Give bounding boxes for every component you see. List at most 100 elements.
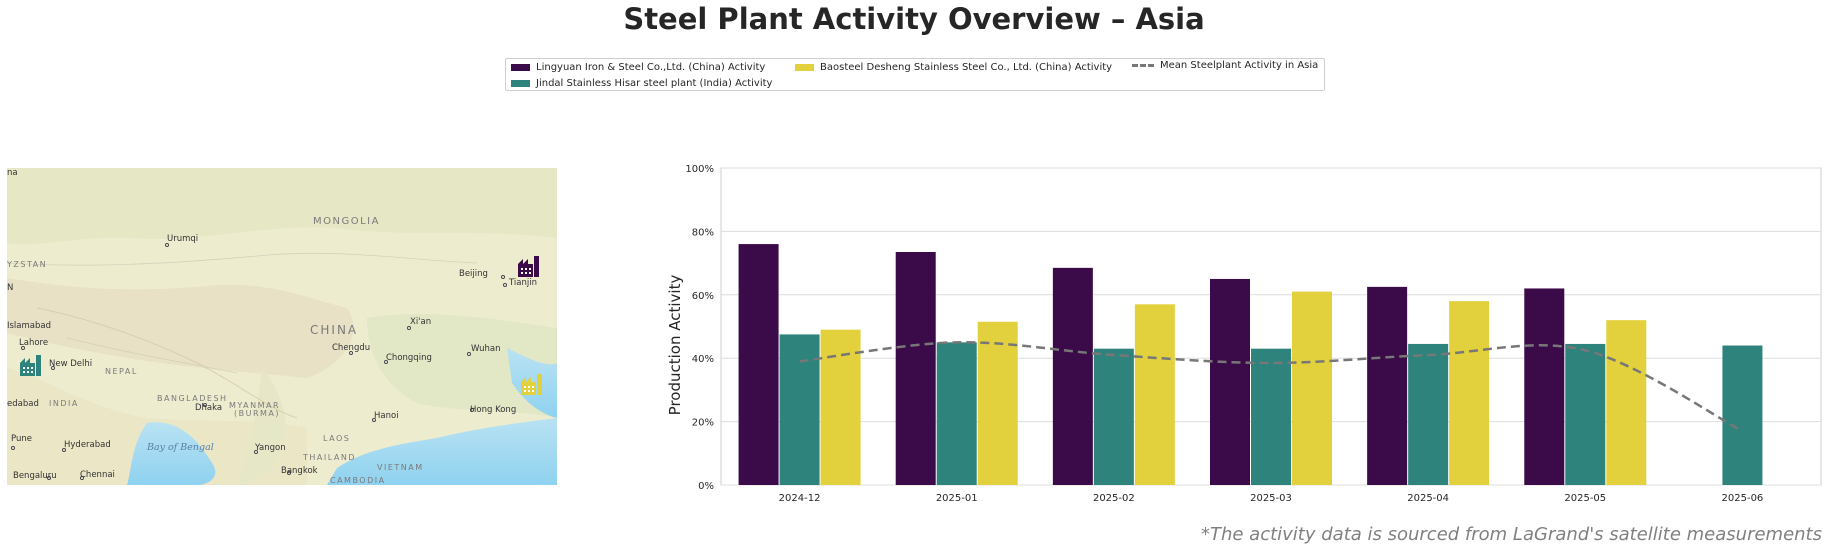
city-dot-pune	[11, 446, 15, 450]
city-dhaka: Dhaka	[195, 403, 223, 413]
city-lahore: Lahore	[19, 338, 49, 348]
mean-activity-line[interactable]	[799, 341, 1744, 433]
city-hong-kong: Hong Kong	[470, 405, 517, 415]
asia-map[interactable]: MONGOLIA CHINA NEPAL INDIA BANGLADESH MY…	[7, 168, 557, 485]
mean-line-group	[799, 341, 1744, 433]
bar-jindal[interactable]	[1408, 343, 1449, 485]
legend-item-mean: Mean Steelplant Activity in Asia	[1132, 60, 1318, 71]
city-hyderabad: Hyderabad	[64, 440, 111, 450]
bar-jindal[interactable]	[779, 334, 820, 485]
city-dot-dhaka	[203, 403, 207, 407]
bar-baosteel[interactable]	[1606, 320, 1647, 485]
city-dot-urumqi	[165, 243, 169, 247]
map-country-china: CHINA	[310, 323, 359, 337]
bar-jindal[interactable]	[1251, 348, 1291, 485]
city-pune: Pune	[11, 434, 32, 444]
legend-swatch-jindal	[511, 80, 530, 87]
x-tick-label: 2024-12	[779, 493, 821, 504]
legend-item-lingyuan: Lingyuan Iron & Steel Co.,Ltd. (China) A…	[511, 62, 765, 73]
bar-jindal[interactable]	[936, 342, 977, 485]
city-hanoi: Hanoi	[374, 411, 399, 421]
x-tick-label: 2025-05	[1564, 493, 1606, 504]
x-tick-label: 2025-02	[1093, 493, 1135, 504]
bar-lingyuan[interactable]	[1210, 278, 1250, 485]
bar-lingyuan[interactable]	[1367, 286, 1408, 485]
city-bangkok: Bangkok	[281, 466, 318, 476]
city-partial-top: na	[7, 168, 18, 178]
city-dot-new-delhi	[51, 366, 55, 370]
city-dot-hanoi	[372, 418, 376, 422]
x-tick-label: 2025-03	[1250, 493, 1292, 504]
x-tick-label: 2025-06	[1722, 493, 1764, 504]
city-new-delhi: New Delhi	[49, 359, 93, 369]
bar-jindal[interactable]	[1722, 345, 1763, 485]
y-tick-label: 80%	[692, 227, 714, 238]
city-dot-beijing	[501, 275, 505, 279]
city-dot-bengaluru	[47, 476, 51, 480]
city-dot-xian	[407, 326, 411, 330]
city-dot-wuhan	[467, 352, 471, 356]
city-beijing: Beijing	[459, 269, 488, 279]
city-dot-chennai	[80, 476, 84, 480]
map-country-vietnam: VIETNAM	[377, 463, 424, 472]
city-yangon: Yangon	[255, 443, 286, 453]
city-dot-tianjin	[503, 283, 507, 287]
bars	[738, 244, 1763, 485]
legend-item-jindal: Jindal Stainless Hisar steel plant (Indi…	[511, 78, 772, 89]
city-dot-hong-kong	[470, 408, 474, 412]
legend-swatch-baosteel	[795, 64, 814, 71]
factory-icon-lingyuan[interactable]	[517, 256, 541, 278]
legend-label-jindal: Jindal Stainless Hisar steel plant (Indi…	[536, 78, 773, 89]
bar-lingyuan[interactable]	[738, 244, 779, 485]
legend-label-baosteel: Baosteel Desheng Stainless Steel Co., Lt…	[820, 62, 1113, 73]
bar-lingyuan[interactable]	[1524, 288, 1565, 485]
map-terrain	[7, 168, 557, 485]
axes: 0% 20% 40% 60% 80% 100% 2024-12 2025-01 2025-02 2…	[685, 164, 1763, 504]
legend-label-lingyuan: Lingyuan Iron & Steel Co.,Ltd. (China) A…	[536, 62, 766, 73]
map-country-myanmar: MYANMAR	[229, 401, 281, 410]
y-tick-label: 100%	[685, 164, 714, 175]
bar-jindal[interactable]	[1093, 348, 1134, 485]
city-islamabad: Islamabad	[7, 321, 51, 331]
map-country-mongolia: MONGOLIA	[313, 216, 380, 227]
legend-label-mean: Mean Steelplant Activity in Asia	[1160, 60, 1319, 71]
bar-baosteel[interactable]	[820, 329, 861, 485]
x-tick-label: 2025-01	[936, 493, 978, 504]
city-chengdu: Chengdu	[332, 343, 371, 353]
legend-swatch-mean	[1132, 64, 1154, 67]
legend-swatch-lingyuan	[511, 64, 530, 71]
bar-baosteel[interactable]	[1449, 301, 1490, 485]
y-tick-label: 40%	[692, 354, 714, 365]
bar-baosteel[interactable]	[1292, 291, 1332, 485]
bar-lingyuan[interactable]	[1052, 267, 1093, 485]
chart-title: Steel Plant Activity Overview – Asia	[623, 2, 1205, 36]
map-country-cambodia: CAMBODIA	[330, 476, 386, 485]
bar-baosteel[interactable]	[1134, 304, 1175, 485]
map-country-burma: (BURMA)	[234, 409, 281, 418]
bar-jindal[interactable]	[1565, 343, 1606, 485]
sea-bay-of-bengal: Bay of Bengal	[147, 442, 214, 453]
y-axis-label: Production Activity	[666, 275, 684, 416]
city-dot-chengdu	[349, 351, 353, 355]
bar-lingyuan[interactable]	[895, 252, 936, 485]
city-chongqing: Chongqing	[386, 353, 432, 363]
city-ahmedabad: edabad	[7, 399, 39, 409]
bar-baosteel[interactable]	[977, 321, 1018, 485]
city-dot-yangon	[254, 450, 258, 454]
city-tianjin: Tianjin	[509, 278, 537, 288]
city-bengaluru: Bengaluru	[13, 471, 57, 481]
x-tick-label: 2025-04	[1407, 493, 1449, 504]
factory-icon-jindal[interactable]	[19, 355, 43, 377]
y-tick-label: 60%	[692, 291, 714, 302]
y-tick-label: 20%	[692, 418, 714, 429]
map-country-nepal: NEPAL	[105, 367, 138, 376]
factory-icon-baosteel[interactable]	[520, 374, 544, 396]
legend: Lingyuan Iron & Steel Co.,Ltd. (China) A…	[505, 58, 1325, 91]
map-country-bangladesh: BANGLADESH	[157, 394, 228, 403]
footnote: *The activity data is sourced from LaGra…	[1200, 524, 1822, 545]
map-country-india: INDIA	[49, 399, 79, 408]
city-dot-hyderabad	[62, 448, 66, 452]
map-country-kyrgyzstan: YZSTAN	[7, 260, 48, 269]
city-chennai: Chennai	[80, 470, 115, 480]
